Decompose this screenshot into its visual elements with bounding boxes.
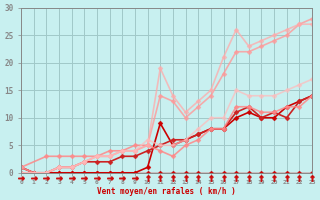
X-axis label: Vent moyen/en rafales ( km/h ): Vent moyen/en rafales ( km/h ) [97,187,236,196]
